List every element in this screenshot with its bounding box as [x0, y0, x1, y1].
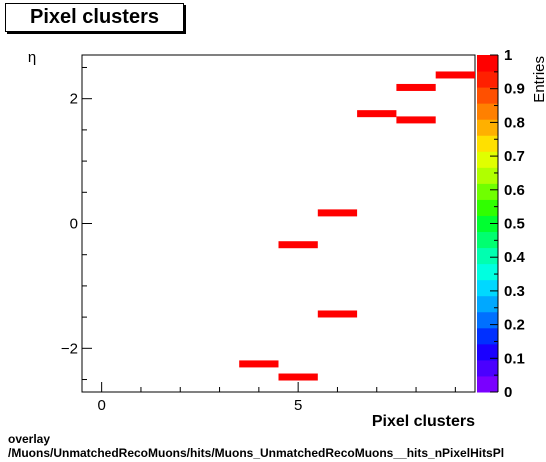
colorbar-segment-15 — [477, 135, 498, 152]
heatmap-bin-5 — [357, 110, 397, 118]
footer-overlay-label: overlay — [8, 432, 51, 446]
colorbar-segment-0 — [477, 375, 498, 393]
colorbar-segment-12 — [477, 183, 498, 200]
colorbar-tick-label-7: 0.7 — [504, 148, 525, 165]
heatmap-bin-2 — [278, 241, 318, 249]
heatmap-chart: 0 5 −2 0 2 Pixel clusters η 0 0.1 0.2 0.3 0.4 0.5 0.6… — [28, 47, 546, 430]
y-tick-label--2: −2 — [61, 340, 78, 357]
heatmap-bin-1 — [278, 373, 318, 381]
colorbar-segment-8 — [477, 247, 498, 265]
colorbar-tick-label-9: 0.9 — [504, 81, 525, 98]
colorbar-segment-6 — [477, 279, 498, 297]
heatmap-bin-7 — [396, 83, 436, 91]
colorbar-tick-label-6: 0.6 — [504, 182, 525, 199]
colorbar-tick-label-5: 0.5 — [504, 216, 525, 233]
plot-frame — [81, 54, 476, 393]
colorbar-tick-label-10: 1 — [504, 47, 512, 64]
heatmap-bin-6 — [396, 116, 436, 124]
heatmap-bin-4 — [317, 209, 358, 217]
colorbar-segment-17 — [477, 103, 498, 120]
colorbar-segment-19 — [477, 71, 498, 88]
heatmap-bin-8 — [435, 71, 475, 79]
colorbar-tick-label-4: 0.4 — [504, 249, 526, 266]
colorbar-tick-label-8: 0.8 — [504, 114, 525, 131]
colorbar-segment-10 — [477, 215, 498, 233]
colorbar-segment-11 — [477, 199, 498, 216]
heatmap-bin-3 — [317, 310, 358, 318]
colorbar-segment-16 — [477, 119, 498, 136]
colorbar-segment-20 — [477, 55, 498, 72]
colorbar-label: Entries — [531, 56, 546, 103]
colorbar-segment-7 — [477, 263, 498, 281]
colorbar-tick-label-1: 0.1 — [504, 350, 525, 367]
heatmap-bin-0 — [239, 360, 279, 368]
colorbar-tick-label-0: 0 — [504, 384, 512, 401]
colorbar-segment-14 — [477, 151, 498, 168]
colorbar-segment-13 — [477, 167, 498, 184]
x-tick-label-5: 5 — [294, 397, 302, 414]
colorbar-tick-label-3: 0.3 — [504, 283, 525, 300]
x-axis-label: Pixel clusters — [372, 413, 475, 430]
y-tick-label-0: 0 — [70, 216, 78, 233]
colorbar-segment-18 — [477, 87, 498, 104]
colorbar-segment-4 — [477, 311, 498, 329]
y-axis-label: η — [28, 49, 36, 66]
colorbar-segment-5 — [477, 295, 498, 313]
colorbar-segment-1 — [477, 359, 498, 377]
colorbar-tick-label-2: 0.2 — [504, 317, 525, 334]
colorbar-segment-2 — [477, 343, 498, 361]
plot-title: Pixel clusters — [5, 3, 184, 32]
x-tick-label-0: 0 — [97, 397, 105, 414]
y-tick-label-2: 2 — [70, 91, 78, 108]
colorbar-segment-9 — [477, 231, 498, 249]
colorbar-segment-3 — [477, 327, 498, 345]
footer-path-label: /Muons/UnmatchedRecoMuons/hits/Muons_Unm… — [8, 446, 505, 460]
